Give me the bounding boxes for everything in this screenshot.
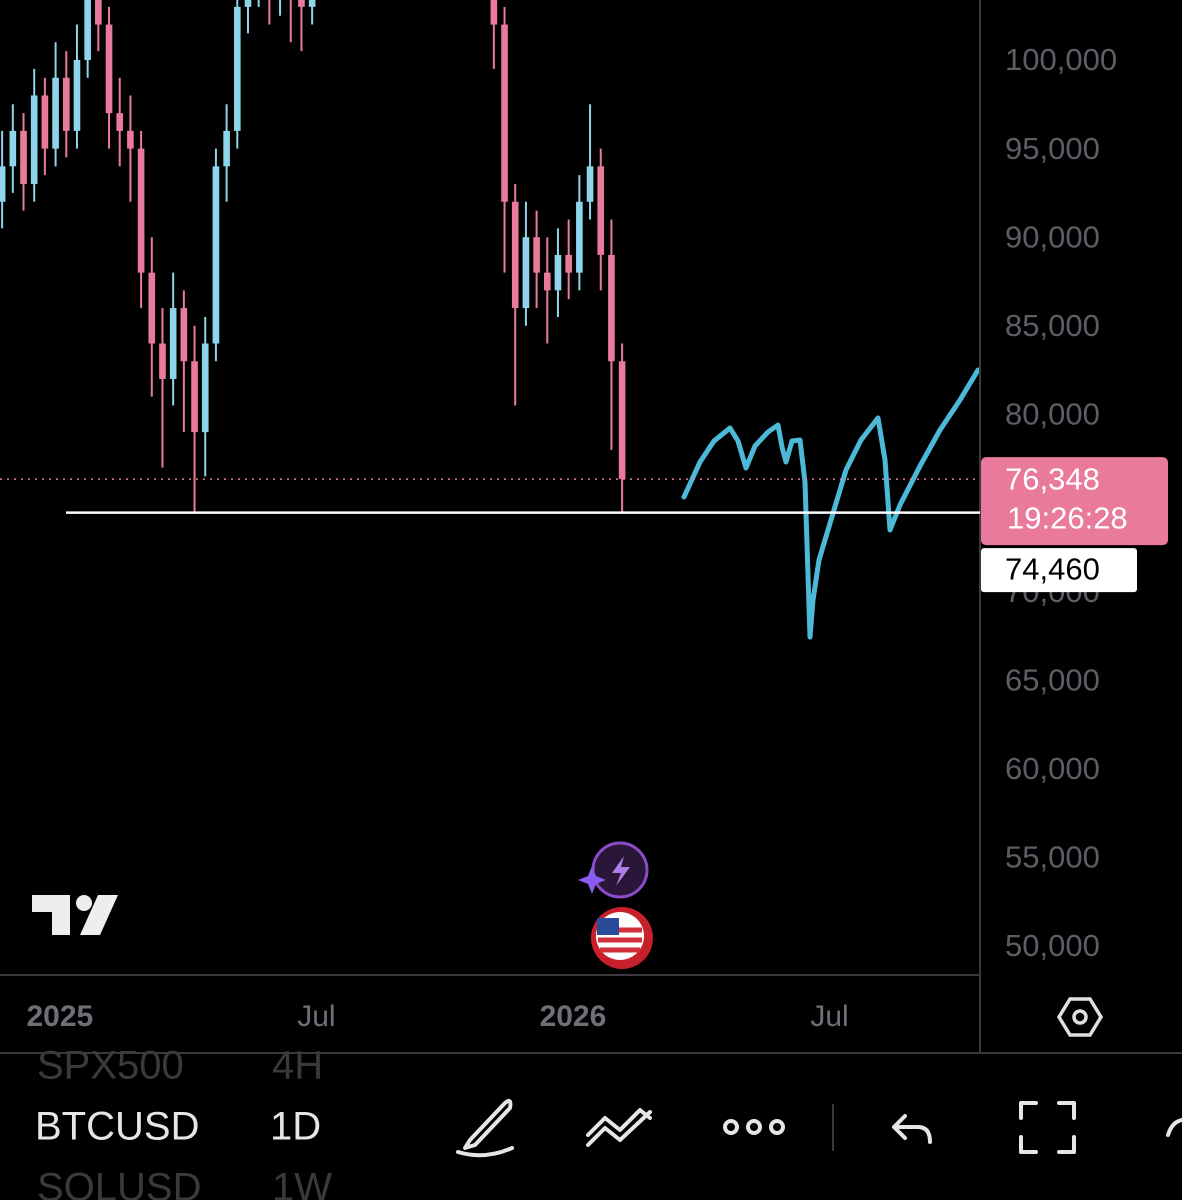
current-interval[interactable]: 1D xyxy=(270,1105,321,1149)
chart-settings-icon[interactable] xyxy=(1056,997,1104,1037)
partial-icon[interactable] xyxy=(1166,1118,1182,1137)
y-tick-label: 65,000 xyxy=(1005,662,1100,697)
candle-body xyxy=(30,95,38,185)
x-tick-label: 2025 xyxy=(26,1000,93,1033)
candle-body xyxy=(148,272,156,344)
candle-body xyxy=(298,0,305,7)
candle-body xyxy=(84,0,91,61)
y-tick-label: 60,000 xyxy=(1005,751,1100,786)
candle-body xyxy=(20,130,27,185)
candle-body xyxy=(543,272,551,291)
candle-body xyxy=(73,60,81,131)
candle-body xyxy=(127,130,134,149)
y-tick-label: 85,000 xyxy=(1005,308,1100,343)
candle-body xyxy=(116,113,124,131)
drawings-icon[interactable] xyxy=(586,1108,652,1147)
candle-body xyxy=(0,166,6,202)
fullscreen-icon[interactable] xyxy=(1019,1101,1076,1154)
symbol-option[interactable]: SOLUSD xyxy=(37,1166,202,1200)
last-price-label: 76,348 xyxy=(1005,461,1100,496)
hand-drawn-projection xyxy=(681,367,981,640)
last-price-box xyxy=(981,457,1168,546)
horizontal-line-label: 74,460 xyxy=(1005,551,1100,586)
candle-body xyxy=(533,237,540,273)
candle-body xyxy=(244,0,252,7)
symbol-option[interactable]: SPX500 xyxy=(37,1044,184,1088)
plot-area xyxy=(0,0,626,513)
candle-body xyxy=(180,308,188,362)
candle-body xyxy=(608,254,615,362)
candle-body xyxy=(212,166,220,344)
candle-body xyxy=(554,254,562,291)
candle-body xyxy=(565,254,572,273)
candle-body xyxy=(233,6,241,131)
horizontal-line-box xyxy=(981,548,1137,593)
candle-body xyxy=(201,343,209,433)
candle-body xyxy=(62,77,70,131)
candle-body xyxy=(597,166,605,255)
candle-body xyxy=(95,0,102,25)
candle-body xyxy=(618,361,626,480)
x-tick-label: Jul xyxy=(297,1000,335,1033)
y-tick-label: 80,000 xyxy=(1005,397,1100,432)
draw-icon[interactable] xyxy=(456,1098,514,1158)
candle-body xyxy=(586,166,594,202)
tradingview-logo xyxy=(32,895,118,935)
y-tick-label: 90,000 xyxy=(1005,219,1100,254)
candle-body xyxy=(308,0,316,7)
candle-body xyxy=(522,237,530,309)
y-tick-label: 100,000 xyxy=(1005,42,1117,77)
y-tick-label: 50,000 xyxy=(1005,928,1100,963)
candle-body xyxy=(223,130,230,167)
candle-body xyxy=(41,95,49,149)
y-tick-label: 95,000 xyxy=(1005,131,1100,166)
candle-body xyxy=(137,148,145,273)
candle-body xyxy=(159,343,166,379)
candle-body xyxy=(52,77,59,149)
candle-body xyxy=(9,130,17,167)
y-tick-label: 55,000 xyxy=(1005,840,1100,875)
toolbar-icons[interactable] xyxy=(456,1098,1182,1158)
candle-body xyxy=(511,201,519,309)
us-economic-event-icon[interactable] xyxy=(591,907,653,969)
candle-body xyxy=(169,308,177,379)
current-symbol[interactable]: BTCUSD xyxy=(35,1105,199,1149)
candle-body xyxy=(576,201,583,273)
x-tick-label: 2026 xyxy=(540,1000,607,1033)
candle-body xyxy=(490,0,498,25)
candle-body xyxy=(105,24,113,114)
candle-body xyxy=(191,361,198,433)
interval-option[interactable]: 4H xyxy=(272,1044,323,1088)
x-tick-label: Jul xyxy=(810,1000,848,1033)
more-icon[interactable] xyxy=(723,1119,785,1135)
bar-countdown: 19:26:28 xyxy=(1007,500,1128,535)
interval-option[interactable]: 1W xyxy=(272,1166,332,1200)
undo-icon[interactable] xyxy=(892,1114,932,1144)
ai-event-icon[interactable] xyxy=(578,841,649,899)
candle-body xyxy=(501,24,508,202)
